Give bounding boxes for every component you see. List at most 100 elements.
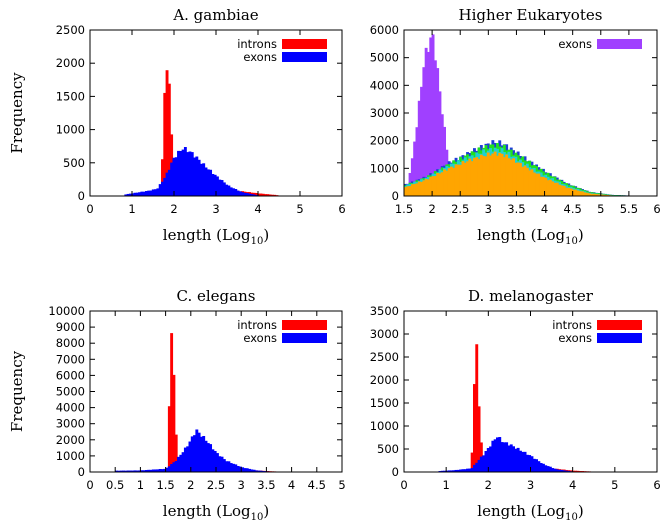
y-tick-label: 500 xyxy=(63,156,85,170)
bar xyxy=(417,100,421,196)
bar xyxy=(170,162,174,196)
bar xyxy=(245,193,249,196)
y-tick-label: 0 xyxy=(78,465,85,479)
x-tick-label: 4 xyxy=(254,202,261,216)
legend-label: introns xyxy=(237,37,277,51)
bar xyxy=(555,182,559,196)
bar xyxy=(259,470,263,472)
bar xyxy=(505,154,509,196)
bar xyxy=(151,469,155,472)
x-tick-label: 6 xyxy=(653,202,660,216)
bar xyxy=(512,158,515,196)
bar xyxy=(512,446,515,472)
bar xyxy=(154,189,158,196)
x-tick-label: 4 xyxy=(569,478,576,492)
series-exons xyxy=(115,429,272,472)
bar xyxy=(218,456,222,472)
bar xyxy=(443,470,446,472)
bar xyxy=(562,470,566,472)
bar xyxy=(454,469,458,472)
bar xyxy=(415,183,419,196)
x-tick-label: 5 xyxy=(611,478,618,492)
bar xyxy=(427,179,430,196)
chart-title: C. elegans xyxy=(177,287,256,305)
y-tick-label: 2000 xyxy=(56,433,85,447)
bar xyxy=(450,470,453,472)
bar xyxy=(177,150,180,196)
bar xyxy=(229,187,233,196)
bar xyxy=(438,91,442,196)
bar xyxy=(422,180,426,196)
x-tick-label: 5 xyxy=(597,202,604,216)
bar xyxy=(525,454,529,472)
bar xyxy=(227,461,231,472)
y-tick-label: 1000 xyxy=(56,123,85,137)
x-tick-label: 1 xyxy=(128,202,135,216)
bar xyxy=(585,192,589,196)
bar xyxy=(456,164,460,196)
bar xyxy=(473,464,476,472)
bar xyxy=(142,470,146,472)
x-tick-label: 6 xyxy=(338,202,345,216)
x-tick-label: 2 xyxy=(428,202,435,216)
bar xyxy=(581,191,584,196)
bar xyxy=(493,439,497,472)
bar xyxy=(530,456,534,472)
bar xyxy=(204,440,208,472)
y-tick-label: 5000 xyxy=(370,51,399,65)
bar xyxy=(521,451,525,472)
bar xyxy=(523,165,527,196)
bar xyxy=(475,157,479,196)
y-tick-label: 4000 xyxy=(370,78,399,92)
bar xyxy=(161,181,164,196)
bar xyxy=(445,470,449,472)
bar xyxy=(225,461,229,472)
bar xyxy=(594,194,598,196)
y-tick-label: 4000 xyxy=(56,401,85,415)
bar xyxy=(190,436,194,472)
x-tick-label: 2 xyxy=(170,202,177,216)
legend-swatch xyxy=(282,52,327,62)
chart-panel-p2: Higher Eukaryotes 1.5 2 2.5 3 3.5 4 4.5 5 5.5 6 0 10… xyxy=(370,6,661,247)
bar xyxy=(209,169,213,196)
series-introns xyxy=(404,151,635,196)
x-tick-label: 4.5 xyxy=(308,478,326,492)
bar xyxy=(507,158,511,196)
bar xyxy=(466,468,469,472)
bar xyxy=(576,470,580,472)
bar xyxy=(537,461,541,472)
y-tick-label: 0 xyxy=(392,189,399,203)
bar xyxy=(528,170,532,196)
bar xyxy=(438,173,442,196)
bar xyxy=(243,192,247,196)
bar xyxy=(216,453,219,472)
y-tick-label: 2500 xyxy=(56,23,85,37)
bar xyxy=(186,152,190,196)
chart-title: D. melanogaster xyxy=(468,287,594,305)
bar xyxy=(429,37,433,196)
bar xyxy=(248,193,251,196)
bar xyxy=(505,442,509,472)
x-tick-label: 6 xyxy=(653,478,660,492)
y-tick-label: 10000 xyxy=(48,304,85,318)
bar xyxy=(601,194,605,196)
bar xyxy=(209,444,213,472)
bar xyxy=(254,470,258,472)
bar xyxy=(410,158,414,196)
bar xyxy=(234,189,238,196)
bar xyxy=(193,435,196,472)
bar xyxy=(128,470,132,472)
bar xyxy=(567,187,571,196)
bar xyxy=(422,67,426,196)
y-axis-label: Frequency xyxy=(8,350,26,432)
bar xyxy=(523,451,527,472)
x-tick-label: 0.5 xyxy=(106,478,124,492)
bar xyxy=(181,452,185,472)
bar xyxy=(140,470,144,472)
bar xyxy=(548,179,552,196)
bar xyxy=(268,194,272,196)
bar xyxy=(151,189,155,196)
x-tick-label: 4.5 xyxy=(564,202,582,216)
